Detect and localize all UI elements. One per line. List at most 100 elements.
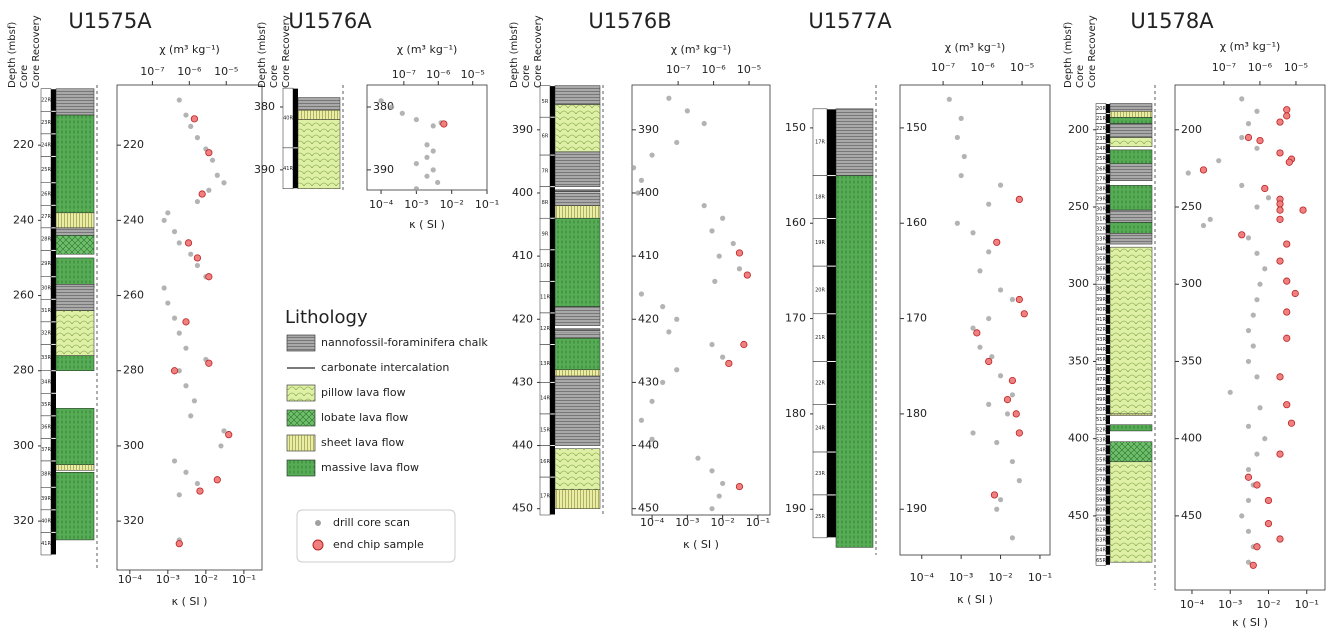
core-label: 32R (41, 331, 51, 337)
core-recovery (51, 322, 56, 344)
chart-title: U1575A (68, 9, 152, 33)
core-label: 27R (41, 214, 51, 220)
core-label: 56R (1096, 467, 1106, 473)
scan-point (1254, 204, 1260, 210)
core-label: 34R (1096, 247, 1106, 253)
scan-point (709, 228, 715, 234)
core-label: 26R (1096, 166, 1106, 172)
x2-tick-label: 10⁻⁷ (1212, 61, 1236, 74)
core-label: 58R (1096, 488, 1106, 494)
chip-point (1291, 289, 1299, 298)
chip-point (1015, 195, 1023, 204)
chart-title: U1578A (1130, 9, 1214, 33)
lithology-texture (56, 88, 94, 116)
depth-tick-label: 300 (1068, 277, 1089, 290)
core-recovery (1106, 154, 1110, 164)
scan-point (635, 190, 641, 196)
x-axis-label: κ ( SI ) (1232, 616, 1268, 629)
chip-point (1276, 535, 1284, 543)
chip-point (990, 491, 999, 499)
core-recovery (1106, 164, 1110, 174)
scan-point (709, 468, 715, 474)
core-recovery (1106, 184, 1110, 194)
core-recovery (51, 438, 56, 461)
core-recovery (550, 281, 555, 313)
scan-point (161, 217, 167, 223)
chip-point (973, 329, 981, 337)
chip-point (1283, 401, 1291, 409)
scan-point (720, 215, 726, 221)
depth-tick-label: 410 (512, 249, 533, 262)
core-label: 55R (1096, 457, 1106, 463)
core-recovery (1106, 485, 1110, 495)
chip-point (196, 487, 204, 495)
chip-point (1256, 136, 1264, 145)
x-axis-label: κ ( SI ) (172, 595, 208, 608)
core-label: 31R (1096, 216, 1106, 222)
column-header: Depth (mbsf) (509, 22, 520, 88)
scan-point (666, 95, 672, 101)
chip-point (1276, 257, 1284, 265)
chip-point (1249, 561, 1257, 569)
x2-axis-label: χ (m³ kg⁻¹) (159, 43, 220, 56)
core-recovery (550, 313, 555, 345)
core-recovery (827, 109, 836, 176)
chip-point (1261, 184, 1269, 193)
scan-point (424, 173, 430, 179)
lithology-texture (836, 175, 873, 548)
core-label: 36R (1096, 267, 1106, 273)
core-label: 27R (1096, 176, 1106, 182)
lithology-texture (298, 110, 340, 120)
core-recovery (1106, 314, 1110, 324)
plot-frame (899, 84, 1051, 556)
chip-point (1276, 450, 1284, 458)
scan-point (1004, 411, 1011, 417)
x2-axis-label: χ (m³ kg⁻¹) (397, 43, 458, 56)
scan-point (716, 493, 722, 499)
depth-tick-label: 180 (785, 407, 806, 420)
scan-point (660, 304, 666, 310)
scan-point (720, 354, 726, 360)
core-recovery (550, 382, 555, 414)
core-label: 22R (815, 380, 825, 386)
core-label: 51R (1096, 417, 1106, 423)
scan-point (1245, 497, 1252, 504)
core-label: 30R (1096, 206, 1106, 212)
core-recovery (1106, 515, 1110, 525)
x-tick-label: 10⁻³ (404, 198, 428, 211)
core-label: 54R (1096, 447, 1106, 453)
scan-point (1257, 405, 1263, 411)
chart-title: U1577A (808, 9, 892, 33)
x2-tick-label: 10⁻⁵ (214, 65, 238, 78)
lithology-texture (1110, 117, 1152, 124)
core-label: 13R (540, 361, 550, 367)
scan-point (1200, 222, 1207, 229)
chip-point (175, 540, 183, 548)
scan-point (1254, 145, 1260, 151)
chart-title: U1576B (588, 9, 671, 33)
plot-frame (1174, 84, 1326, 591)
y-tick-label: 170 (906, 312, 927, 325)
scan-point (986, 315, 992, 322)
x-tick-label: 10⁻¹ (475, 198, 499, 211)
core-label: 10R (540, 263, 550, 269)
scan-point (736, 266, 743, 272)
y-tick-label: 320 (123, 514, 144, 527)
scan-point (1245, 528, 1252, 534)
chip-point (1008, 376, 1017, 385)
core-label: 29R (41, 261, 51, 267)
legend-chip-marker (312, 539, 324, 551)
y-tick-label: 240 (123, 213, 144, 226)
x2-tick-label: 10⁻⁶ (1248, 61, 1273, 74)
core-recovery (1106, 495, 1110, 505)
core-label: 12R (540, 326, 550, 332)
column-header: Core (19, 65, 30, 88)
chip-point (205, 359, 213, 367)
lithology-texture (555, 338, 600, 370)
scan-point (684, 108, 690, 114)
lithology-texture (56, 472, 94, 540)
lithology-texture (56, 355, 94, 371)
depth-tick-label: 260 (13, 289, 34, 302)
core-label: 40R (1096, 307, 1106, 313)
lithology-texture (1110, 210, 1152, 223)
